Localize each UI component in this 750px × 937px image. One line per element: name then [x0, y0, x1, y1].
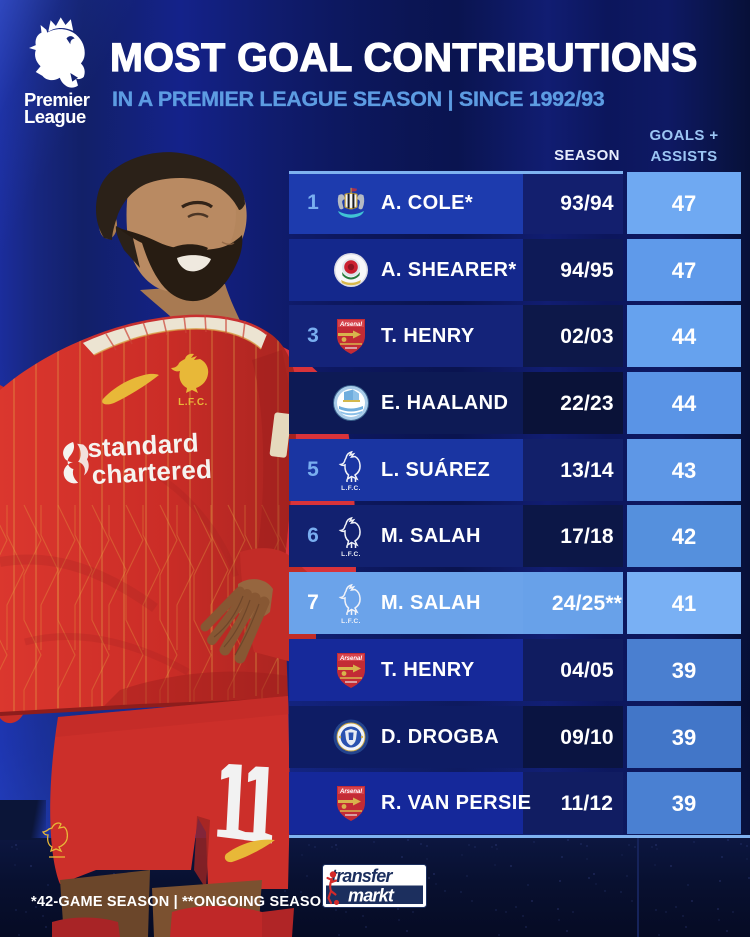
svg-text:markt: markt	[348, 886, 395, 906]
svg-text:Arsenal: Arsenal	[339, 322, 362, 328]
svg-text:Arsenal: Arsenal	[339, 789, 362, 795]
svg-text:L.F.C.: L.F.C.	[341, 618, 361, 624]
svg-text:standard: standard	[87, 427, 200, 463]
svg-text:chartered: chartered	[91, 454, 213, 490]
svg-text:L.F.C.: L.F.C.	[341, 485, 361, 491]
svg-text:transfer: transfer	[331, 866, 393, 886]
svg-text:L.F.C.: L.F.C.	[178, 397, 208, 408]
svg-text:L.F.C.: L.F.C.	[341, 551, 361, 557]
svg-text:Arsenal: Arsenal	[339, 656, 362, 662]
